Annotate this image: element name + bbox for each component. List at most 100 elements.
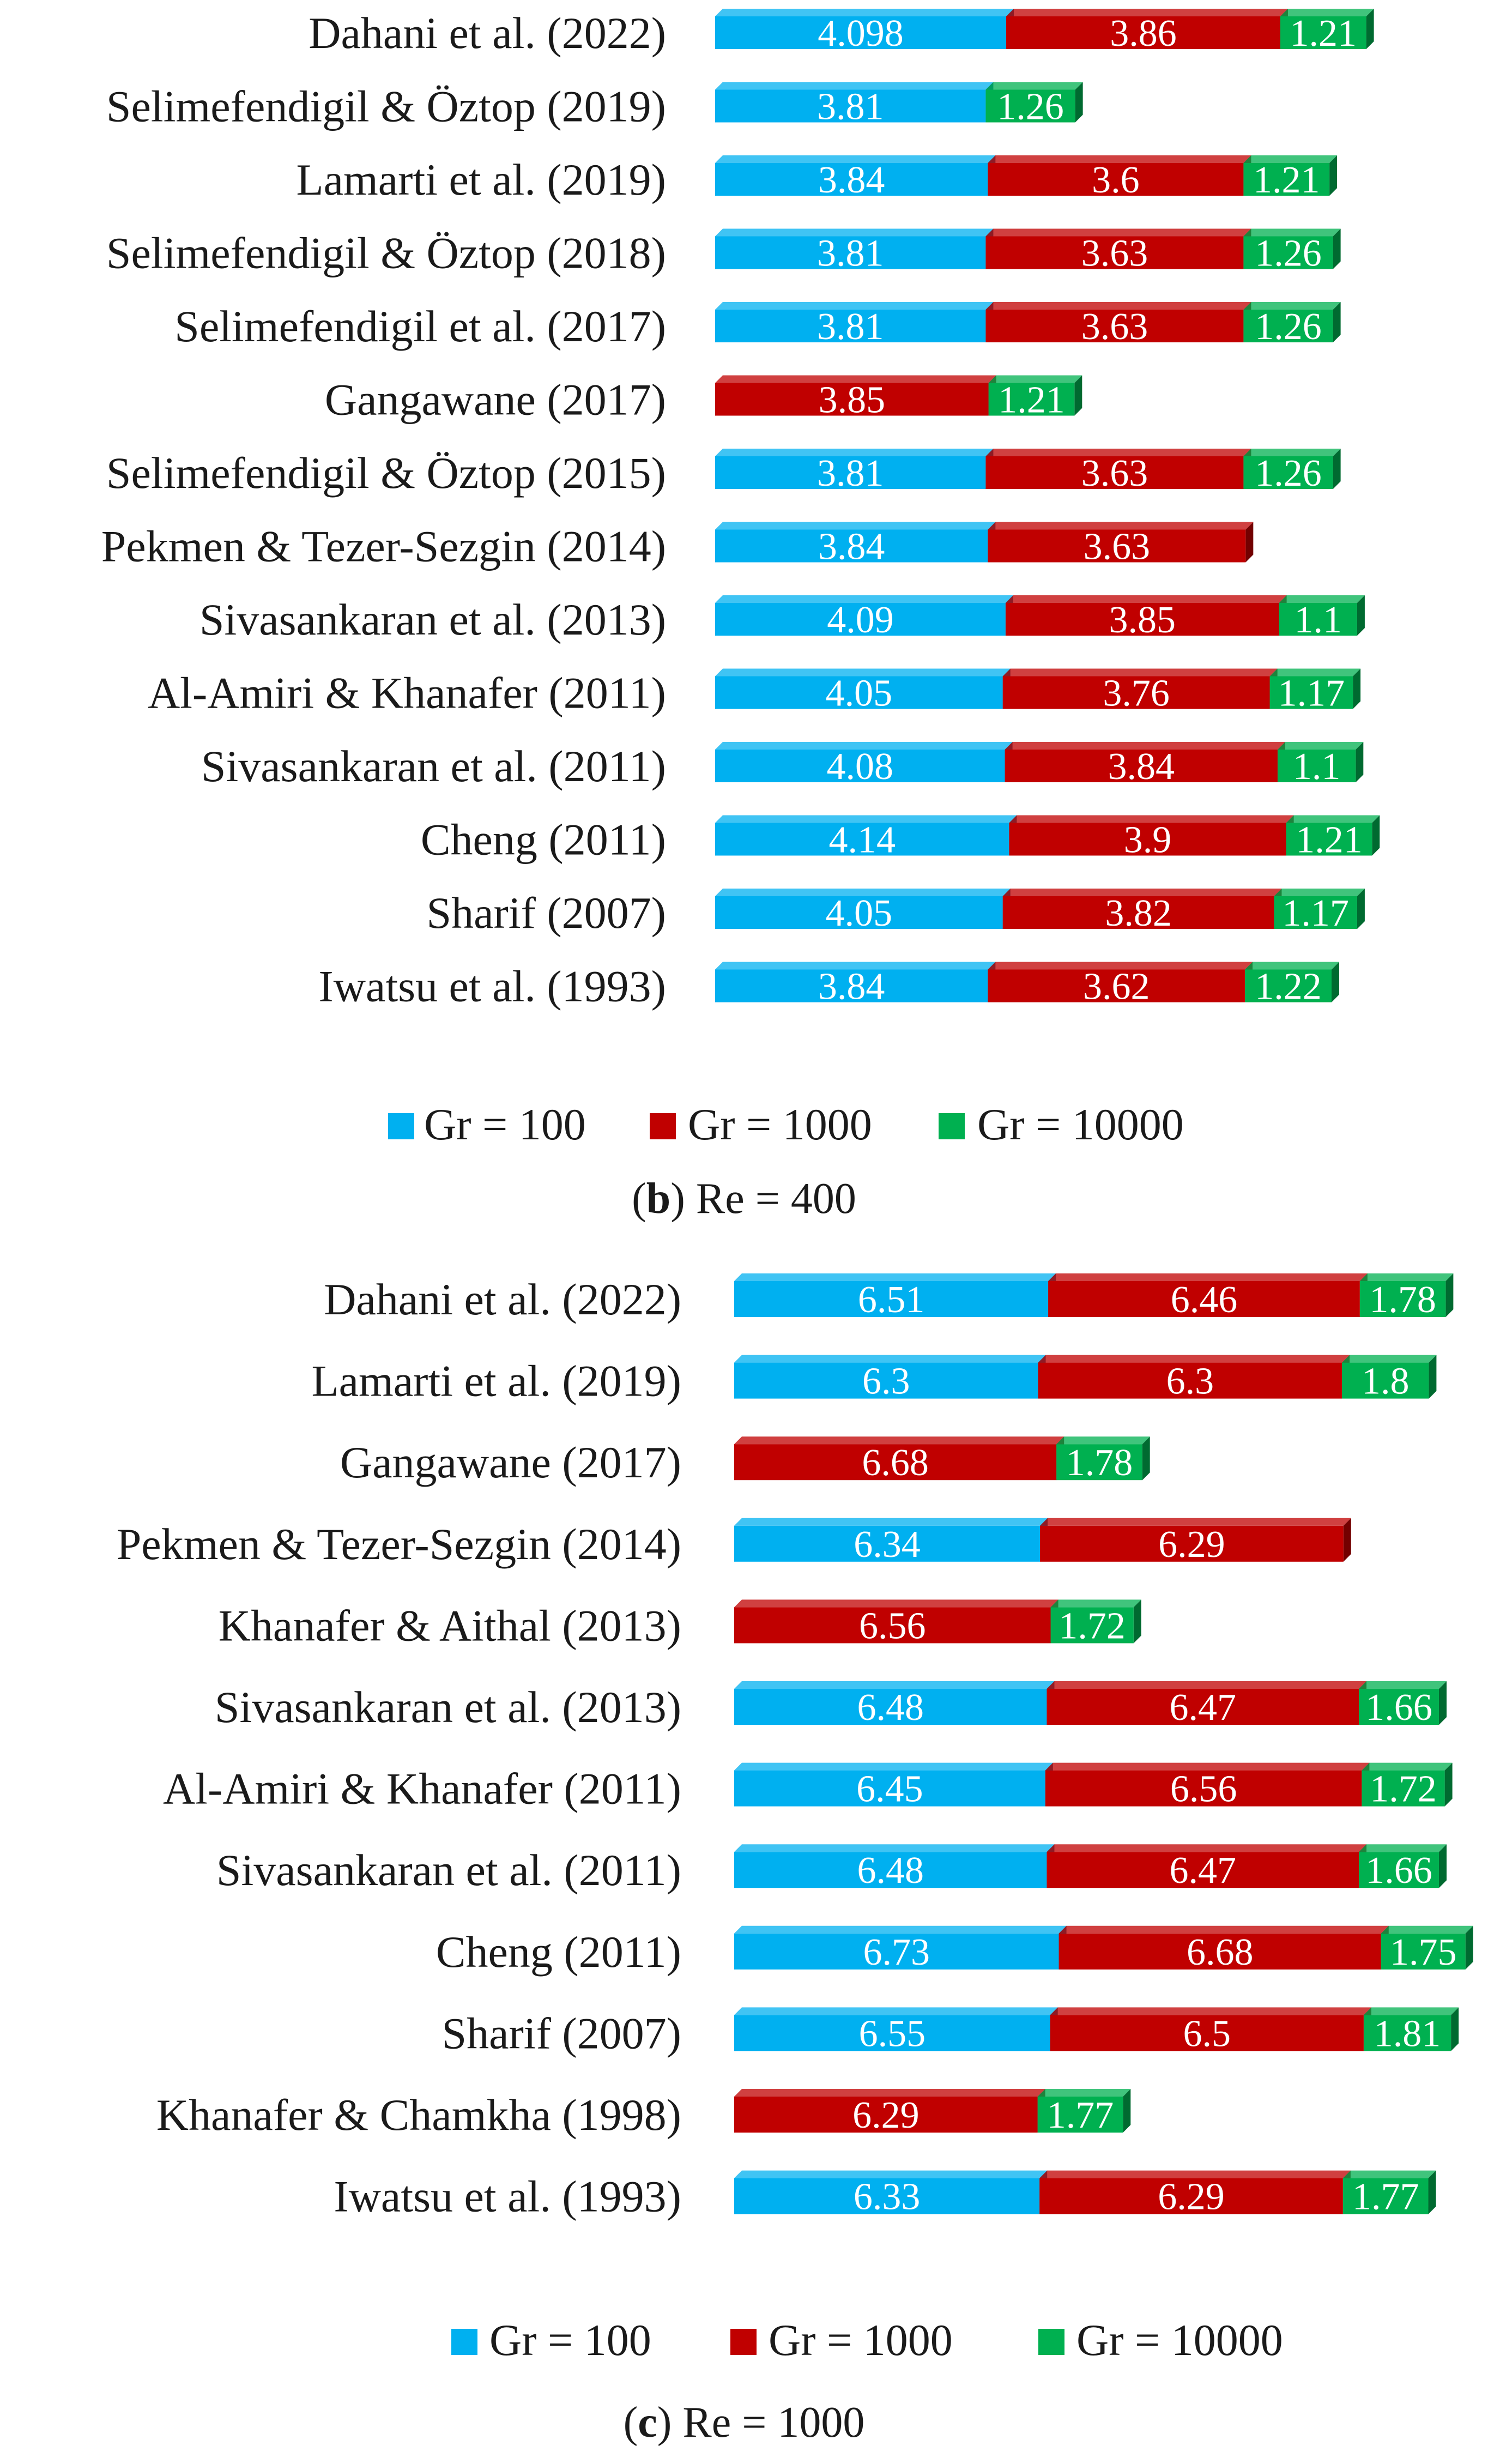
bar: [1279, 603, 1357, 636]
bar-top-face: [1245, 962, 1340, 970]
bar-segment: 1.81: [1363, 2007, 1459, 2055]
bar-segment: 3.82: [1002, 889, 1282, 934]
bar-side-face: [1142, 1436, 1150, 1481]
bar-top-face: [715, 375, 996, 383]
bar: [1359, 1281, 1446, 1317]
category-label: Sharif (2007): [441, 2008, 681, 2058]
bar-top-face: [1047, 1681, 1367, 1689]
chart-panel-b: Dahani et al. (2022) 4.098 3.86 1.21 Selimef…: [101, 8, 1380, 1223]
bar-segment: 6.47: [1047, 1844, 1367, 1892]
panel-caption: (c) Re = 1000: [624, 2399, 865, 2447]
bar-segment: 1.75: [1381, 1925, 1473, 1973]
bar-value-label: 1.72: [1058, 1605, 1126, 1647]
category-label: Pekmen & Tezer-Sezgin (2014): [101, 522, 666, 571]
bar-segment: 1.26: [985, 82, 1083, 128]
legend-swatch: [650, 1113, 676, 1139]
bar-segment: 1.26: [1243, 449, 1341, 494]
bar: [1009, 823, 1286, 856]
bar-value-label: 4.05: [826, 892, 893, 934]
bar-top-face: [1040, 1518, 1351, 1526]
bar: [1058, 1933, 1381, 1970]
bar-segment: 6.3: [734, 1355, 1046, 1403]
bar-top-face: [985, 449, 1251, 456]
bar-top-face: [1362, 1762, 1453, 1771]
bar-segment: 3.81: [715, 449, 994, 494]
bar-top-face: [734, 2170, 1048, 2178]
bar-value-label: 6.29: [1158, 1524, 1225, 1566]
category-label: Sivasankaran et al. (2011): [216, 1845, 681, 1895]
bar: [715, 676, 1003, 709]
bar-segment: 3.84: [715, 962, 996, 1008]
bar-value-label: 3.81: [817, 233, 884, 275]
bar-segment: 3.6: [988, 155, 1251, 201]
legend-label: Gr = 10000: [977, 1100, 1184, 1149]
bar-top-face: [1381, 1925, 1473, 1934]
bar: [715, 603, 1006, 636]
bar: [1243, 163, 1330, 196]
bar: [1050, 2015, 1364, 2051]
bar-segment: 1.72: [1050, 1599, 1141, 1647]
panel-caption: (b) Re = 400: [632, 1175, 856, 1223]
bar-value-label: 6.73: [863, 1931, 930, 1973]
bar-value-label: 3.82: [1105, 892, 1172, 934]
bar-value-label: 3.76: [1103, 673, 1170, 715]
bar-top-face: [1279, 595, 1365, 603]
bar-value-label: 6.3: [1166, 1361, 1214, 1403]
bar: [1045, 1770, 1362, 1807]
bar: [1006, 16, 1280, 49]
bar-top-face: [734, 2089, 1045, 2097]
bar: [985, 89, 1075, 123]
bar: [734, 1689, 1047, 1725]
bar-segment: 3.84: [715, 155, 996, 201]
bar: [1280, 16, 1366, 49]
bar-top-face: [715, 449, 994, 456]
bar-top-face: [988, 375, 1082, 383]
bar-top-face: [734, 1599, 1058, 1608]
chart-panel-c: Dahani et al. (2022) 6.51 6.46 1.78 Lamarti …: [117, 1273, 1473, 2447]
bar-side-face: [1333, 302, 1341, 342]
bar-value-label: 6.47: [1170, 1687, 1237, 1729]
bar: [985, 236, 1244, 269]
bar-value-label: 1.21: [1253, 159, 1320, 201]
bar-segment: 3.81: [715, 82, 994, 128]
category-label: Selimefendigil & Öztop (2019): [106, 82, 666, 131]
bar: [715, 823, 1009, 856]
bar-value-label: 1.72: [1370, 1768, 1437, 1810]
category-label: Khanafer & Chamkha (1998): [156, 2090, 681, 2140]
bar: [1286, 823, 1372, 856]
bar-top-face: [1280, 9, 1374, 16]
bar-value-label: 1.21: [1296, 819, 1363, 861]
bar-segment: 1.1: [1279, 595, 1365, 641]
bar-value-label: 1.66: [1365, 1687, 1432, 1729]
bar: [734, 1281, 1049, 1317]
bar-segment: 1.21: [988, 375, 1082, 421]
bar-top-face: [1342, 1355, 1437, 1363]
bar-segment: 3.9: [1009, 815, 1294, 861]
bar-value-label: 6.68: [1187, 1931, 1254, 1973]
bar-segment: 3.81: [715, 228, 994, 275]
bar-top-face: [715, 82, 994, 90]
bar-segment: 1.21: [1286, 815, 1380, 861]
bar: [734, 2097, 1038, 2133]
bar-value-label: 6.34: [854, 1524, 921, 1566]
category-label: Lamarti et al. (2019): [296, 155, 666, 204]
bar-top-face: [734, 1762, 1053, 1771]
bar: [985, 310, 1244, 342]
bar-top-face: [1342, 2170, 1436, 2178]
legend-swatch: [730, 2329, 757, 2355]
legend-swatch: [451, 2329, 477, 2355]
bar-segment: 4.05: [715, 668, 1011, 715]
bar: [715, 16, 1006, 49]
bar: [1056, 1444, 1142, 1481]
bar-segment: 1.8: [1342, 1355, 1437, 1403]
bar: [1002, 896, 1274, 929]
bar-value-label: 4.09: [827, 599, 894, 641]
bar-segment: 3.63: [985, 302, 1251, 348]
bar: [715, 750, 1005, 782]
bar-value-label: 3.85: [819, 379, 886, 421]
category-label: Sharif (2007): [426, 888, 666, 938]
bar-value-label: 4.08: [827, 746, 894, 788]
bar-segment: 6.48: [734, 1681, 1055, 1729]
bar-value-label: 3.6: [1092, 159, 1140, 201]
bar: [734, 1852, 1047, 1888]
